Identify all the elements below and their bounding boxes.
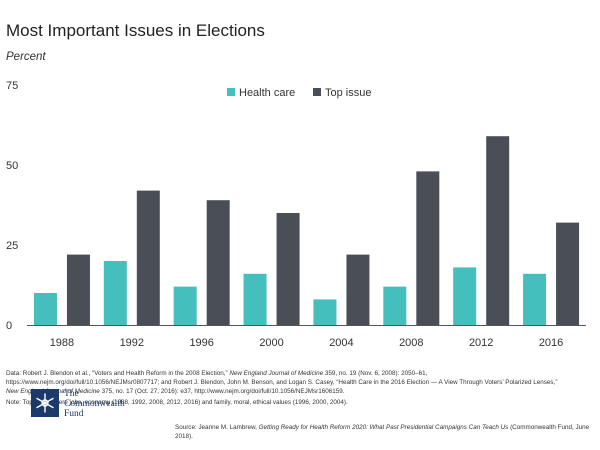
x-tick-label: 1988 <box>50 337 74 349</box>
bar-health-care <box>523 273 547 325</box>
bar-top-issue <box>66 254 90 325</box>
data-citation-line3: 375, no. 17 (Oct. 27, 2016): e37, http:/… <box>101 388 345 395</box>
bar-top-issue <box>136 190 160 325</box>
source-book: Getting Ready for Health Reform 2020: Wh… <box>258 424 509 431</box>
x-tick-label: 2004 <box>329 337 353 349</box>
source-prefix: Source: Jeanne M. Lambrew, <box>175 424 257 431</box>
bar-top-issue <box>206 200 230 325</box>
bar-health-care <box>243 273 267 325</box>
bar-health-care <box>313 299 337 325</box>
source-suffix: (Commonwealth Fund, June 2018). <box>175 424 590 440</box>
bar-top-issue <box>346 254 370 325</box>
logo-wordmark: The Commonwealth Fund <box>64 389 125 419</box>
journal-name-1: New England Journal of Medicine <box>229 370 324 377</box>
x-tick-label: 1992 <box>120 337 144 349</box>
bar-top-issue <box>276 213 300 325</box>
x-tick-label: 2000 <box>259 337 283 349</box>
chart-note: Note: Top issues were jobs, economy (198… <box>6 399 348 406</box>
logo-line-2: Commonwealth <box>64 399 125 409</box>
bar-top-issue <box>486 136 510 325</box>
x-tick-label: 2008 <box>399 337 423 349</box>
bar-health-care <box>383 286 407 325</box>
source-citation: Source: Jeanne M. Lambrew, Getting Ready… <box>175 423 595 441</box>
bar-chart: 0 25 50 75 1988 1992 1996 2000 2004 2008 2012 2016 H… <box>6 80 586 349</box>
x-tick-label: 1996 <box>189 337 213 349</box>
y-tick-label: 0 <box>6 320 12 332</box>
logo-line-1: The <box>64 389 79 399</box>
y-tick-label: 75 <box>6 80 18 92</box>
y-tick-label: 25 <box>6 240 18 252</box>
data-citation-line1-end: 359, no. 19 (Nov. 6, 2008): 2050–61, <box>324 370 428 377</box>
chart-title: Most Important Issues in Elections <box>6 21 265 40</box>
y-tick-label: 50 <box>6 160 18 172</box>
x-tick-label: 2012 <box>469 337 493 349</box>
bar-health-care <box>33 293 57 325</box>
data-citation-line1: Data: Robert J. Blendon et al., “Voters … <box>6 370 228 377</box>
bar-health-care <box>453 267 477 325</box>
commonwealth-fund-logo: The Commonwealth Fund <box>0 384 160 450</box>
bar-top-issue <box>416 171 440 325</box>
data-citation-line2: https://www.nejm.org/doi/full/10.1056/NE… <box>6 379 558 386</box>
logo-line-3: Fund <box>64 409 84 419</box>
logo-emblem-icon <box>31 389 59 417</box>
legend-label: Health care <box>239 87 295 99</box>
bar-health-care <box>173 286 197 325</box>
chart-subtitle: Percent <box>6 51 46 63</box>
legend-label: Top issue <box>325 87 371 99</box>
legend-swatch <box>313 88 321 96</box>
bar-health-care <box>103 261 127 325</box>
bar-top-issue <box>556 222 580 325</box>
legend-swatch <box>227 88 235 96</box>
x-tick-label: 2016 <box>539 337 563 349</box>
